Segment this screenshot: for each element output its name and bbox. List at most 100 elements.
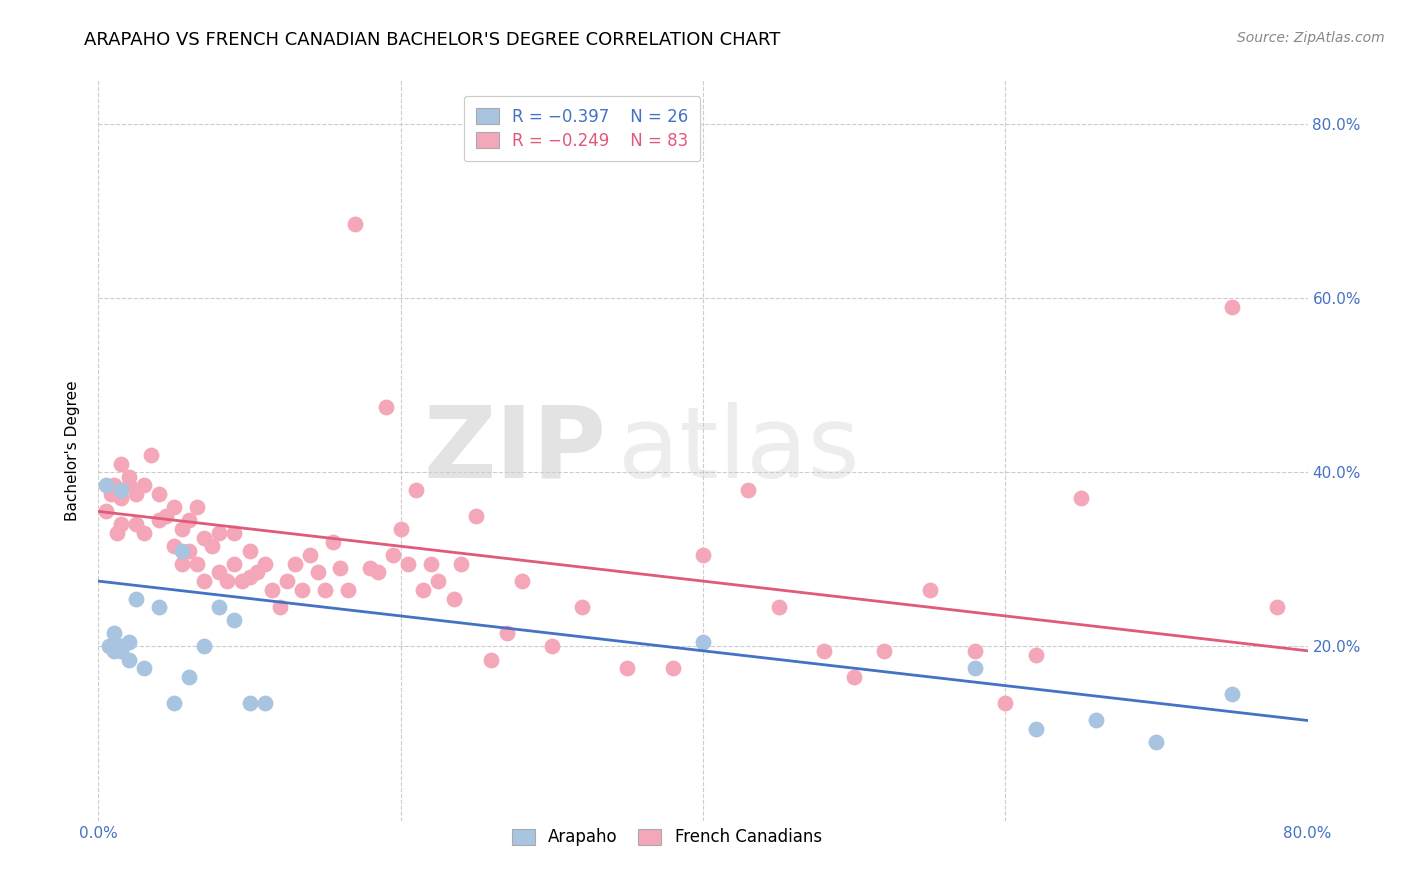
Point xyxy=(510,574,533,588)
Point xyxy=(495,626,517,640)
Point xyxy=(918,582,941,597)
Point xyxy=(193,640,215,654)
Point xyxy=(1070,491,1092,506)
Point xyxy=(239,543,262,558)
Point xyxy=(193,531,215,545)
Point xyxy=(443,591,465,606)
Point xyxy=(148,487,170,501)
Point xyxy=(224,557,246,571)
Point xyxy=(844,670,866,684)
Point xyxy=(118,652,141,666)
Point xyxy=(661,661,683,675)
Point xyxy=(360,561,382,575)
Point xyxy=(314,582,336,597)
Point xyxy=(105,526,128,541)
Point xyxy=(208,526,231,541)
Point xyxy=(239,570,262,584)
Point xyxy=(291,582,314,597)
Point xyxy=(125,487,148,501)
Point xyxy=(1085,714,1108,728)
Point xyxy=(737,483,759,497)
Point xyxy=(420,557,443,571)
Point xyxy=(405,483,427,497)
Point xyxy=(170,543,193,558)
Point xyxy=(103,644,125,658)
Point xyxy=(262,582,284,597)
Point xyxy=(389,522,412,536)
Point xyxy=(215,574,238,588)
Point xyxy=(163,696,186,710)
Point xyxy=(396,557,419,571)
Point xyxy=(103,626,125,640)
Point xyxy=(329,561,352,575)
Point xyxy=(873,644,896,658)
Point xyxy=(307,566,329,580)
Point xyxy=(1220,300,1243,314)
Point xyxy=(692,548,714,562)
Point xyxy=(692,635,714,649)
Point xyxy=(170,557,193,571)
Point xyxy=(155,508,177,523)
Y-axis label: Bachelor's Degree: Bachelor's Degree xyxy=(65,380,80,521)
Point xyxy=(269,600,291,615)
Point xyxy=(299,548,322,562)
Point xyxy=(179,513,201,527)
Point xyxy=(246,566,269,580)
Point xyxy=(208,566,231,580)
Point xyxy=(1220,687,1243,701)
Point xyxy=(813,644,835,658)
Point xyxy=(201,539,224,553)
Point xyxy=(208,600,231,615)
Point xyxy=(110,457,132,471)
Point xyxy=(118,478,141,492)
Point xyxy=(141,448,163,462)
Point xyxy=(412,582,434,597)
Point xyxy=(450,557,472,571)
Point xyxy=(163,500,186,514)
Point xyxy=(94,478,117,492)
Point xyxy=(125,591,148,606)
Point xyxy=(224,613,246,627)
Point xyxy=(344,217,367,231)
Point xyxy=(284,557,307,571)
Point xyxy=(367,566,389,580)
Point xyxy=(965,644,987,658)
Point xyxy=(125,517,148,532)
Point xyxy=(110,640,132,654)
Point xyxy=(110,517,132,532)
Point xyxy=(163,539,186,553)
Point xyxy=(179,670,201,684)
Point xyxy=(170,522,193,536)
Point xyxy=(276,574,298,588)
Text: Source: ZipAtlas.com: Source: ZipAtlas.com xyxy=(1237,31,1385,45)
Point xyxy=(231,574,253,588)
Point xyxy=(427,574,450,588)
Point xyxy=(239,696,262,710)
Point xyxy=(186,500,208,514)
Point xyxy=(148,600,170,615)
Point xyxy=(193,574,215,588)
Point xyxy=(374,400,396,414)
Point xyxy=(481,652,503,666)
Point xyxy=(103,478,125,492)
Point xyxy=(118,469,141,483)
Point xyxy=(132,478,155,492)
Point xyxy=(148,513,170,527)
Point xyxy=(100,487,122,501)
Point xyxy=(571,600,593,615)
Point xyxy=(110,491,132,506)
Point xyxy=(322,535,344,549)
Point xyxy=(1024,648,1046,662)
Point xyxy=(1024,722,1046,736)
Point xyxy=(94,504,117,518)
Text: ARAPAHO VS FRENCH CANADIAN BACHELOR'S DEGREE CORRELATION CHART: ARAPAHO VS FRENCH CANADIAN BACHELOR'S DE… xyxy=(84,31,780,49)
Point xyxy=(768,600,790,615)
Point xyxy=(98,640,121,654)
Text: ZIP: ZIP xyxy=(423,402,606,499)
Text: atlas: atlas xyxy=(619,402,860,499)
Point xyxy=(186,557,208,571)
Point xyxy=(110,644,132,658)
Point xyxy=(253,696,276,710)
Point xyxy=(540,640,562,654)
Point xyxy=(110,483,132,497)
